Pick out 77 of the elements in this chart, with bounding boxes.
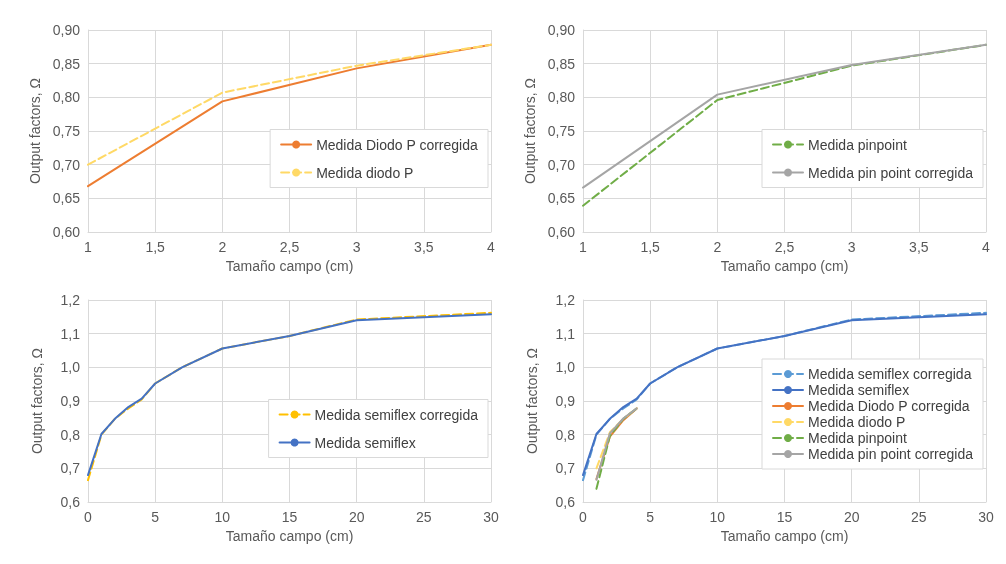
x-tick-label: 3,5 xyxy=(414,239,434,255)
y-tick-label: 0,85 xyxy=(52,55,81,72)
line-series xyxy=(87,43,492,166)
y-axis-title: Output factors, Ω xyxy=(29,347,45,455)
x-tick-label: 20 xyxy=(348,509,365,525)
legend-label: Medida pinpoint xyxy=(808,430,907,446)
x-axis-title: Tamaño campo (cm) xyxy=(225,527,354,544)
x-tick-label: 3 xyxy=(352,239,361,255)
x-tick-label: 0 xyxy=(579,509,588,525)
y-tick-label: 1,0 xyxy=(555,359,576,376)
y-tick-label: 0,75 xyxy=(547,123,576,139)
y-axis-title: Output factors, Ω xyxy=(26,77,43,185)
y-tick-label: 0,65 xyxy=(547,190,576,207)
y-tick-label: 0,6 xyxy=(60,494,81,510)
y-tick-label: 0,7 xyxy=(555,460,576,477)
legend-label: Medida Diodo P corregida xyxy=(808,398,970,414)
x-tick-label: 2,5 xyxy=(774,239,795,255)
x-tick-label: 1 xyxy=(84,239,93,255)
x-tick-label: 2 xyxy=(218,239,227,255)
y-tick-label: 0,9 xyxy=(60,393,81,409)
x-tick-label: 25 xyxy=(416,509,432,525)
x-tick-label: 3,5 xyxy=(909,239,929,255)
x-tick-label: 30 xyxy=(978,509,994,525)
legend-label: Medida pin point corregida xyxy=(808,164,974,181)
legend-label: Medida Diodo P corregida xyxy=(316,136,478,153)
y-tick-label: 0,6 xyxy=(555,494,576,510)
x-tick-label: 30 xyxy=(483,509,499,525)
x-tick-label: 15 xyxy=(281,509,298,525)
x-tick-label: 5 xyxy=(646,509,655,525)
legend-label: Medida pinpoint xyxy=(808,136,907,153)
y-tick-label: 0,80 xyxy=(52,89,81,106)
y-tick-label: 0,65 xyxy=(52,190,81,207)
y-tick-label: 1,2 xyxy=(555,292,576,308)
y-tick-label: 1,0 xyxy=(60,359,81,376)
y-tick-label: 0,60 xyxy=(547,224,576,240)
y-tick-label: 0,8 xyxy=(555,426,576,443)
y-tick-label: 0,70 xyxy=(547,156,576,173)
y-tick-label: 0,7 xyxy=(60,460,81,477)
x-tick-label: 15 xyxy=(776,509,793,525)
y-axis-title: Output factors, Ω xyxy=(524,347,540,455)
legend-label: Medida diodo P xyxy=(316,164,414,181)
x-tick-label: 25 xyxy=(911,509,927,525)
y-tick-label: 1,1 xyxy=(60,325,81,342)
legend-label: Medida pin point corregida xyxy=(808,446,974,462)
y-tick-label: 0,90 xyxy=(547,22,576,38)
x-tick-label: 1 xyxy=(579,239,588,255)
x-axis-title: Tamaño campo (cm) xyxy=(720,257,849,274)
legend-label: Medida diodo P xyxy=(808,414,906,430)
legend-label: Medida semiflex corregida xyxy=(314,406,479,423)
legend-label: Medida semiflex corregida xyxy=(808,366,972,382)
x-tick-label: 1,5 xyxy=(145,239,166,255)
x-tick-label: 4 xyxy=(487,239,496,255)
x-axis-title: Tamaño campo (cm) xyxy=(720,527,849,544)
x-axis-title: Tamaño campo (cm) xyxy=(225,257,354,274)
x-tick-label: 3 xyxy=(847,239,856,255)
y-tick-label: 0,85 xyxy=(547,55,576,72)
x-tick-label: 5 xyxy=(151,509,160,525)
y-axis-title: Output factors, Ω xyxy=(521,77,538,185)
x-tick-label: 20 xyxy=(843,509,860,525)
y-tick-label: 0,8 xyxy=(60,426,81,443)
x-tick-label: 0 xyxy=(84,509,93,525)
x-tick-label: 2 xyxy=(713,239,722,255)
x-tick-label: 1,5 xyxy=(640,239,661,255)
y-tick-label: 0,9 xyxy=(555,393,576,409)
y-tick-label: 1,2 xyxy=(60,292,81,308)
y-tick-label: 0,90 xyxy=(52,22,81,38)
x-tick-label: 2,5 xyxy=(279,239,300,255)
x-tick-label: 10 xyxy=(709,509,726,525)
y-tick-label: 1,1 xyxy=(555,325,576,342)
legend-label: Medida semiflex xyxy=(808,382,910,398)
y-tick-label: 0,75 xyxy=(52,123,81,139)
y-tick-label: 0,70 xyxy=(52,156,81,173)
y-tick-label: 0,60 xyxy=(52,224,81,240)
x-tick-label: 10 xyxy=(214,509,231,525)
y-tick-label: 0,80 xyxy=(547,89,576,106)
legend-label: Medida semiflex xyxy=(314,434,416,451)
x-tick-label: 4 xyxy=(982,239,991,255)
